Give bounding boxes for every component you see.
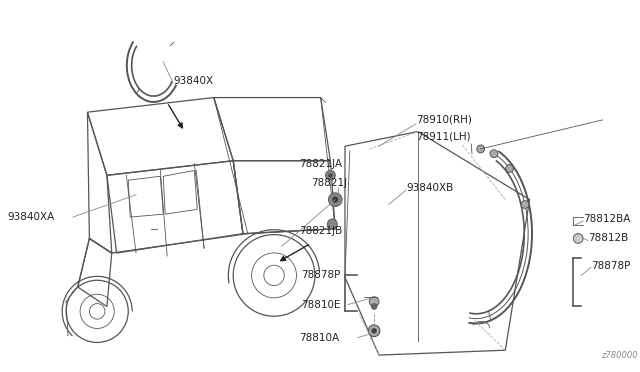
Text: 78810A: 78810A bbox=[300, 333, 339, 343]
Circle shape bbox=[368, 325, 380, 337]
Text: 78821JA: 78821JA bbox=[300, 158, 342, 169]
Text: 78878P: 78878P bbox=[591, 261, 630, 271]
Circle shape bbox=[506, 164, 513, 172]
Text: 78810E: 78810E bbox=[301, 299, 340, 310]
Text: 93840X: 93840X bbox=[173, 76, 213, 86]
Text: 78821JB: 78821JB bbox=[300, 226, 342, 236]
Text: 78812B: 78812B bbox=[588, 234, 628, 244]
Circle shape bbox=[477, 145, 484, 153]
Circle shape bbox=[328, 173, 332, 177]
Circle shape bbox=[328, 193, 342, 206]
Circle shape bbox=[573, 234, 583, 243]
Circle shape bbox=[371, 304, 377, 310]
Text: 93840XA: 93840XA bbox=[8, 212, 55, 222]
Text: 78911(LH): 78911(LH) bbox=[416, 131, 470, 141]
Circle shape bbox=[369, 297, 379, 307]
Text: 93840XB: 93840XB bbox=[406, 183, 453, 193]
Text: 78812BA: 78812BA bbox=[583, 214, 630, 224]
Circle shape bbox=[328, 219, 337, 229]
Text: 78821J: 78821J bbox=[311, 178, 347, 188]
Circle shape bbox=[332, 197, 338, 202]
Circle shape bbox=[521, 201, 529, 208]
Circle shape bbox=[372, 328, 376, 333]
Circle shape bbox=[326, 170, 335, 180]
Text: z780000: z780000 bbox=[600, 350, 637, 360]
Text: 78910(RH): 78910(RH) bbox=[416, 115, 472, 125]
Circle shape bbox=[490, 150, 498, 158]
Text: 78878P: 78878P bbox=[301, 270, 340, 280]
